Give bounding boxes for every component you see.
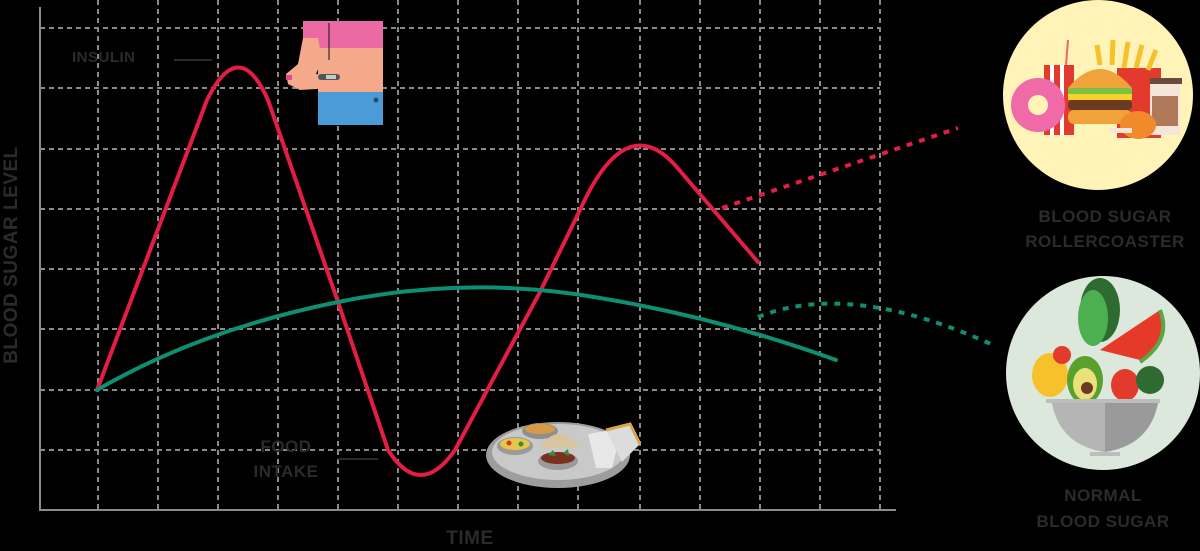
axes (39, 7, 896, 511)
food-intake-line2: INTAKE (253, 462, 319, 481)
y-axis-label: BLOOD SUGAR LEVEL (1, 146, 22, 364)
normal-curve (95, 285, 838, 392)
food-intake-line1: FOOD (260, 437, 312, 456)
salad-bowl-illustration (1006, 276, 1200, 470)
insulin-annotation: INSULIN (72, 49, 136, 66)
insulin-injection-illustration (286, 21, 383, 125)
normal-legend-label: NORMAL BLOOD SUGAR (1003, 483, 1200, 535)
rollercoaster-connector (721, 126, 959, 210)
grid (40, 0, 881, 510)
food-plate-illustration (486, 422, 642, 488)
rollercoaster-line2: ROLLERCOASTER (1025, 232, 1185, 251)
normal-line1: NORMAL (1064, 486, 1142, 505)
rollercoaster-line1: BLOOD SUGAR (1038, 207, 1172, 226)
normal-line2: BLOOD SUGAR (1036, 512, 1170, 531)
rollercoaster-legend-label: BLOOD SUGAR ROLLERCOASTER (1005, 204, 1200, 254)
food-intake-annotation: FOOD INTAKE (238, 434, 334, 484)
junk-food-illustration (1003, 0, 1193, 190)
rollercoaster-curve (95, 65, 760, 477)
x-axis-label: TIME (446, 528, 494, 549)
normal-connector (757, 301, 994, 347)
